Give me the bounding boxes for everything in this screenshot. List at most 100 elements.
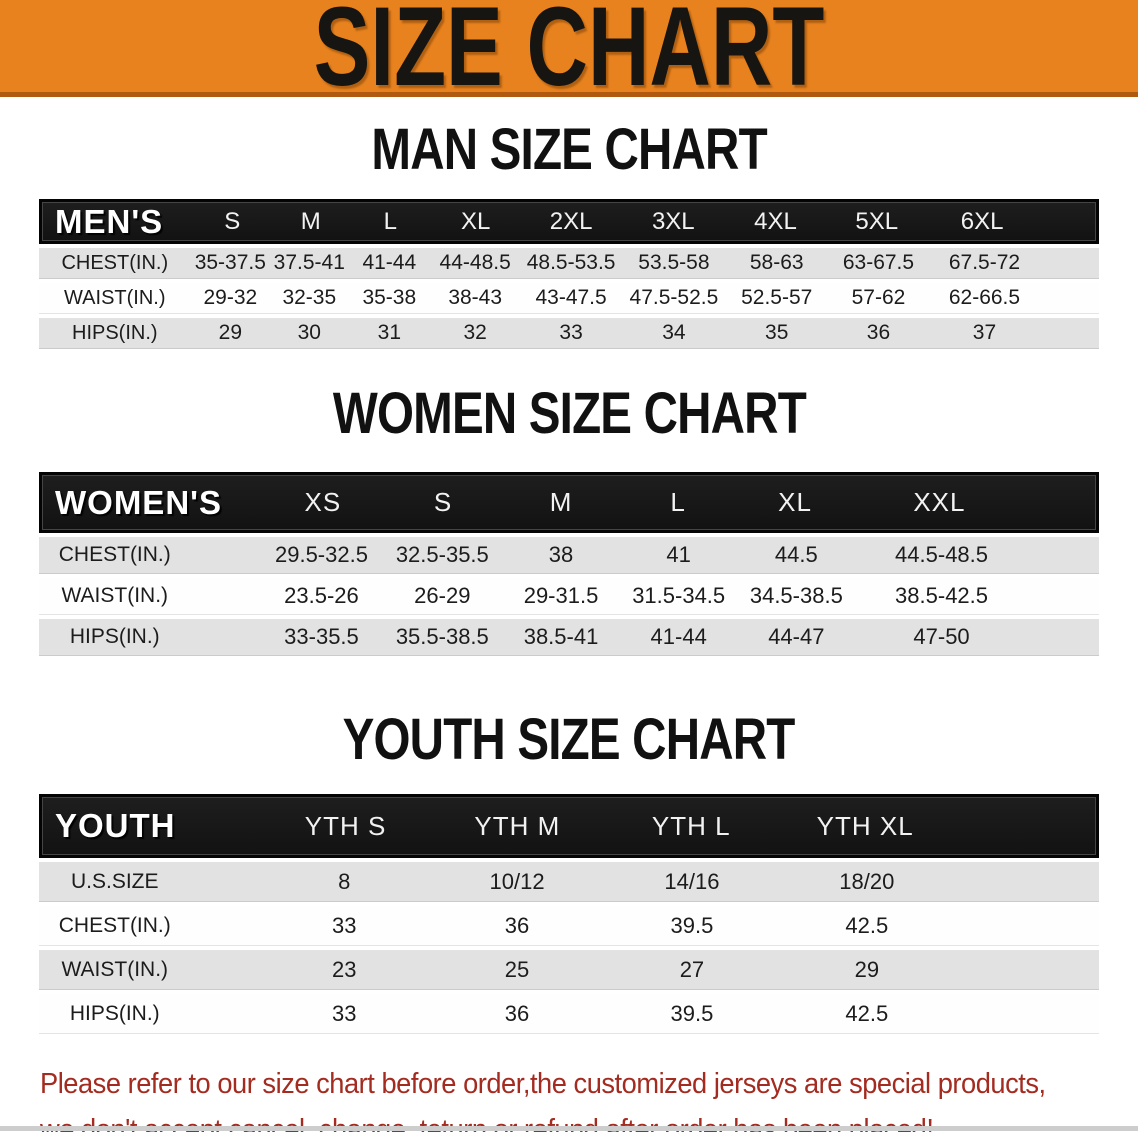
table-header-row: WOMEN'S XS S M L XL XXL — [39, 472, 1099, 533]
women-section-heading: WOMEN SIZE CHART — [0, 381, 1138, 446]
value-cell: 44.5 — [774, 542, 818, 567]
value-cell: 29-31.5 — [523, 583, 599, 608]
value-cell: 44-48.5 — [439, 251, 511, 274]
value-cell: 34 — [662, 321, 686, 344]
men-section-heading-text: MAN SIZE CHART — [371, 117, 767, 182]
table-row: CHEST(IN.) 33 36 39.5 42.5 — [39, 906, 1099, 946]
value-cell: 44-47 — [768, 624, 825, 649]
size-header-cell: M — [300, 207, 321, 235]
youth-section-heading-text: YOUTH SIZE CHART — [343, 707, 796, 772]
size-header-cell: 2XL — [549, 207, 593, 235]
banner-title: SIZE CHART — [313, 0, 825, 97]
value-cell: 29 — [854, 956, 880, 982]
women-section-heading-text: WOMEN SIZE CHART — [332, 381, 806, 446]
table-header-row: YOUTH YTH S YTH M YTH L YTH XL — [39, 794, 1099, 858]
value-cell: 25 — [504, 956, 530, 982]
value-cell: 32-35 — [282, 286, 337, 309]
size-header-cell: YTH XL — [816, 810, 914, 841]
table-row: WAIST(IN.) 23.5-26 26-29 29-31.5 31.5-34.5 34… — [39, 578, 1099, 615]
value-cell: 62-66.5 — [948, 286, 1021, 309]
size-header-cell: YTH S — [304, 810, 387, 841]
value-cell: 31 — [377, 321, 401, 344]
value-cell: 48.5-53.5 — [526, 251, 616, 274]
value-cell: 33 — [332, 1000, 357, 1026]
value-cell: 35.5-38.5 — [395, 624, 489, 649]
size-header-cell: XXL — [913, 487, 966, 517]
value-cell: 41-44 — [362, 251, 417, 274]
men-size-table: MEN'S S M L XL 2XL 3XL 4XL 5XL 6XL CHEST(IN.) 35-37… — [39, 199, 1099, 349]
value-cell: 41-44 — [650, 624, 707, 649]
size-header-cell: XL — [778, 487, 812, 517]
value-cell: 23.5-26 — [284, 583, 359, 608]
men-section-heading: MAN SIZE CHART — [0, 117, 1138, 182]
row-label: HIPS(IN.) — [72, 321, 158, 344]
value-cell: 34.5-38.5 — [749, 583, 843, 608]
size-header-cell: M — [549, 487, 573, 517]
row-label: WAIST(IN.) — [61, 957, 169, 981]
row-label: CHEST(IN.) — [58, 913, 171, 937]
value-cell: 47-50 — [913, 624, 970, 649]
value-cell: 38.5-41 — [523, 624, 599, 649]
size-header-cell: YTH M — [474, 810, 561, 841]
value-cell: 58-63 — [749, 251, 804, 274]
value-cell: 23 — [332, 956, 357, 982]
table-row: CHEST(IN.) 35-37.5 37.5-41 41-44 44-48.5 48.5… — [39, 248, 1099, 279]
size-header-cell: S — [433, 487, 453, 517]
disclaimer: Please refer to our size chart before or… — [40, 1061, 1138, 1132]
disclaimer-line-1: Please refer to our size chart before or… — [40, 1068, 1046, 1100]
value-cell: 26-29 — [414, 583, 471, 608]
value-cell: 33 — [559, 321, 583, 344]
youth-size-table: YOUTH YTH S YTH M YTH L YTH XL U.S.SIZE 8 10/12… — [39, 794, 1099, 1034]
value-cell: 41 — [666, 542, 691, 567]
table-header-label: YOUTH — [55, 807, 176, 844]
value-cell: 29.5-32.5 — [274, 542, 368, 567]
value-cell: 35-38 — [362, 286, 417, 309]
table-row: HIPS(IN.) 33 36 39.5 42.5 — [39, 994, 1099, 1034]
size-header-cell: XL — [461, 207, 491, 235]
bottom-divider — [0, 1126, 1138, 1131]
value-cell: 43-47.5 — [535, 286, 607, 309]
row-label: CHEST(IN.) — [58, 543, 171, 566]
value-cell: 35-37.5 — [194, 251, 266, 274]
table-row: HIPS(IN.) 33-35.5 35.5-38.5 38.5-41 41-44 44-… — [39, 619, 1099, 656]
row-label: HIPS(IN.) — [69, 625, 160, 648]
size-header-cell: L — [383, 207, 397, 235]
size-header-cell: S — [224, 207, 241, 235]
value-cell: 39.5 — [670, 912, 714, 938]
banner: SIZE CHART — [0, 0, 1138, 97]
value-cell: 27 — [679, 956, 705, 982]
value-cell: 29 — [218, 321, 242, 344]
table-header-label: WOMEN'S — [55, 483, 223, 521]
size-header-cell: YTH L — [651, 810, 731, 841]
value-cell: 33-35.5 — [284, 624, 359, 649]
value-cell: 29-32 — [203, 286, 258, 309]
size-header-cell: 4XL — [754, 207, 797, 235]
women-size-table: WOMEN'S XS S M L XL XXL CHEST(IN.) 29.5-32.5 32.5… — [39, 472, 1099, 656]
value-cell: 30 — [297, 321, 321, 344]
value-cell: 36 — [866, 321, 891, 344]
value-cell: 38 — [548, 542, 574, 567]
size-header-cell: 3XL — [651, 207, 695, 235]
value-cell: 18/20 — [839, 868, 895, 894]
value-cell: 37.5-41 — [273, 251, 345, 274]
table-row: HIPS(IN.) 29 30 31 32 33 34 35 36 37 — [39, 318, 1099, 349]
row-label: U.S.SIZE — [71, 869, 159, 893]
value-cell: 53.5-58 — [638, 251, 710, 274]
value-cell: 14/16 — [664, 868, 720, 894]
value-cell: 38.5-42.5 — [895, 583, 989, 608]
row-label: WAIST(IN.) — [61, 584, 169, 607]
size-header-cell: XS — [304, 487, 342, 517]
value-cell: 10/12 — [489, 868, 545, 894]
size-header-cell: L — [670, 487, 686, 517]
table-row: WAIST(IN.) 29-32 32-35 35-38 38-43 43-47.5 47.… — [39, 283, 1099, 314]
value-cell: 33 — [332, 912, 357, 938]
table-row: U.S.SIZE 8 10/12 14/16 18/20 — [39, 862, 1099, 902]
value-cell: 42.5 — [845, 1000, 889, 1026]
value-cell: 63-67.5 — [842, 251, 915, 274]
youth-section-heading: YOUTH SIZE CHART — [0, 707, 1138, 772]
value-cell: 37 — [972, 321, 997, 344]
table-header-row: MEN'S S M L XL 2XL 3XL 4XL 5XL 6XL — [39, 199, 1099, 244]
value-cell: 47.5-52.5 — [629, 286, 719, 309]
table-row: WAIST(IN.) 23 25 27 29 — [39, 950, 1099, 990]
